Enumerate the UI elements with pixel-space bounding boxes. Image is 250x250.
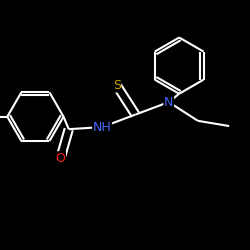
Text: S: S	[113, 79, 121, 92]
Text: NH: NH	[93, 120, 112, 134]
Text: N: N	[164, 96, 173, 108]
Text: O: O	[56, 152, 65, 165]
